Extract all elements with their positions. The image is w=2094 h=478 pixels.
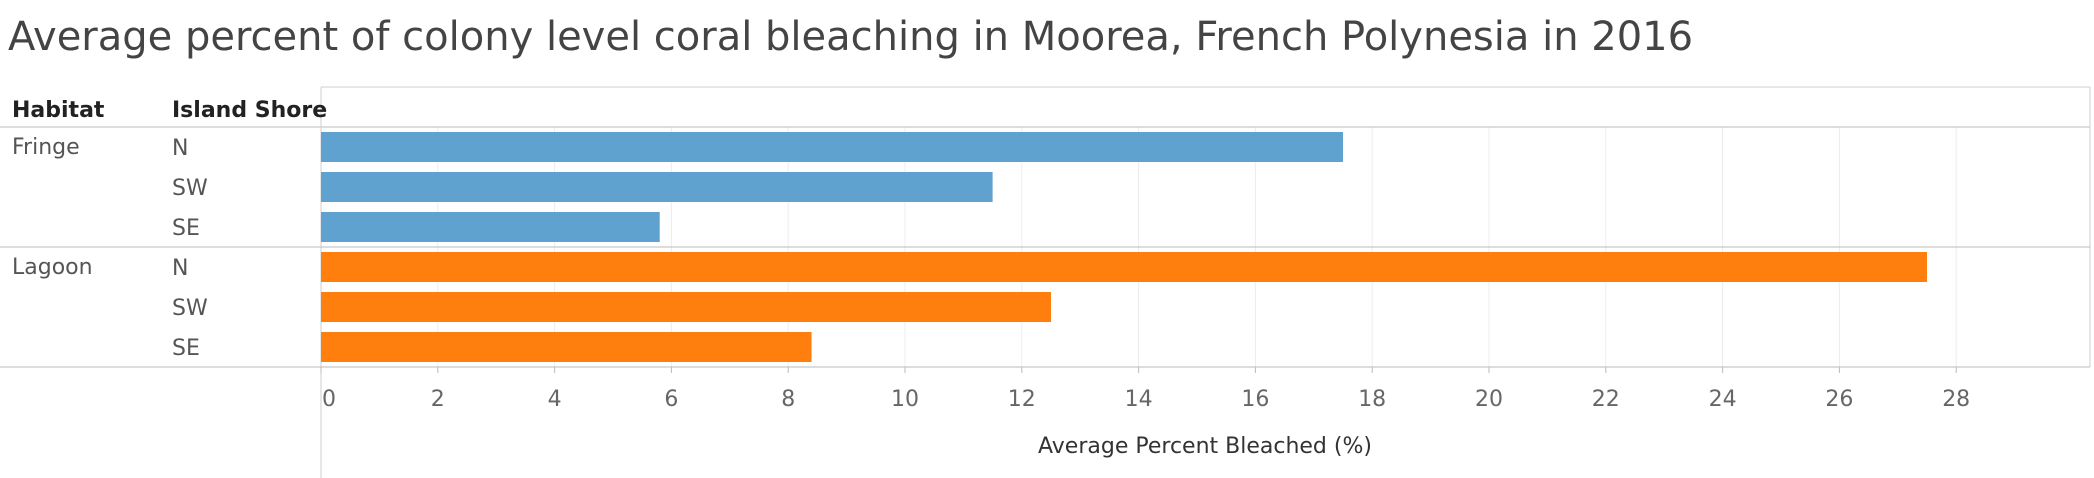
bar: [321, 252, 1927, 282]
x-axis-title: Average Percent Bleached (%): [1038, 434, 1372, 459]
x-tick-label: 12: [1008, 387, 1036, 412]
shore-label: N: [172, 256, 188, 281]
labels: Habitat Island Shore Fringe N SW SE Lagoon N SW S…: [12, 98, 1970, 459]
x-tick-label: 22: [1592, 387, 1620, 412]
habitat-label: Lagoon: [12, 255, 93, 280]
x-tick-label: 10: [891, 387, 919, 412]
bar: [321, 212, 660, 242]
shore-label: SE: [172, 336, 200, 361]
shore-label: SW: [172, 176, 208, 201]
x-tick-label: 4: [548, 387, 562, 412]
chart-title: Average percent of colony level coral bl…: [8, 14, 1694, 60]
table-structure: [0, 86, 2091, 478]
x-tick-label: 20: [1475, 387, 1503, 412]
x-tick-label: 14: [1125, 387, 1153, 412]
x-tick-label: 0: [322, 387, 336, 412]
bar: [321, 172, 993, 202]
habitat-label: Fringe: [12, 135, 80, 160]
x-tick-label: 26: [1825, 387, 1853, 412]
column-header-island-shore: Island Shore: [172, 98, 327, 123]
shore-label: N: [172, 136, 188, 161]
bar: [321, 332, 812, 362]
bars: [321, 132, 1927, 362]
x-tick-label: 6: [664, 387, 678, 412]
shore-label: SE: [172, 216, 200, 241]
column-header-habitat: Habitat: [12, 98, 105, 123]
x-tick-label: 28: [1942, 387, 1970, 412]
bar: [321, 292, 1051, 322]
x-tick-label: 24: [1709, 387, 1737, 412]
x-tick-label: 18: [1358, 387, 1386, 412]
x-tick-label: 16: [1241, 387, 1269, 412]
shore-label: SW: [172, 296, 208, 321]
x-tick-label: 8: [781, 387, 795, 412]
bar: [321, 132, 1343, 162]
x-tick-label: 2: [431, 387, 445, 412]
